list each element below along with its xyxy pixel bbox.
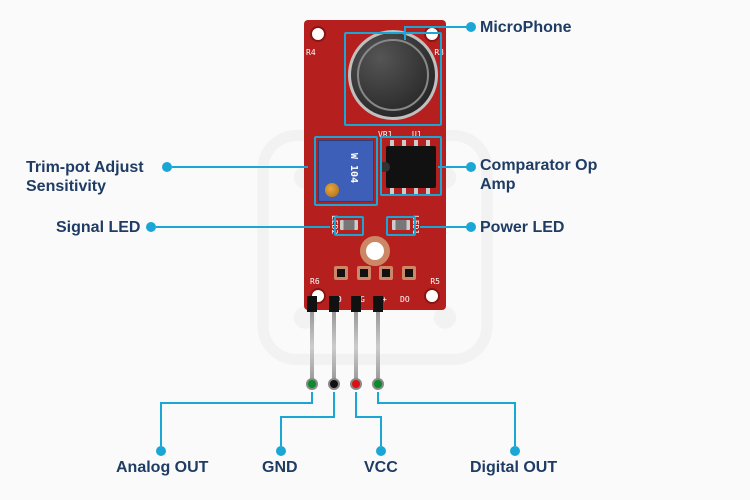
leader-line xyxy=(420,226,467,228)
label-trimpot: Trim-pot Adjust Sensitivity xyxy=(26,158,144,196)
leader-line xyxy=(160,402,162,446)
silk-vr1: VR1 xyxy=(378,130,392,139)
mount-hole xyxy=(424,26,440,42)
label-comparator: Comparator Op Amp xyxy=(480,156,597,194)
leader-line xyxy=(160,402,311,404)
leader-line xyxy=(355,392,357,418)
trimpot-screw xyxy=(325,183,339,197)
pcb: W 104 R4 R3 VR1 U1 LED2 LED1 R6 R5 xyxy=(304,20,446,310)
leader-line xyxy=(404,26,467,28)
leader-dot xyxy=(162,162,172,172)
leader-line xyxy=(404,26,406,40)
leader-line xyxy=(380,416,382,446)
leader-dot xyxy=(466,222,476,232)
silk-led1: LED1 xyxy=(411,215,420,234)
leader-line xyxy=(280,416,282,446)
label-power-led: Power LED xyxy=(480,218,564,237)
label-signal-led: Signal LED xyxy=(56,218,140,237)
mount-hole xyxy=(310,26,326,42)
leader-line xyxy=(311,392,313,404)
leader-dot xyxy=(146,222,156,232)
silk-u1: U1 xyxy=(412,130,422,139)
leader-line xyxy=(172,166,308,168)
pin-header xyxy=(334,266,416,282)
label-vcc: VCC xyxy=(364,458,398,477)
signal-led-component xyxy=(340,220,358,230)
leader-line xyxy=(156,226,330,228)
mount-hole xyxy=(424,288,440,304)
sound-sensor-module: W 104 R4 R3 VR1 U1 LED2 LED1 R6 R5 xyxy=(274,20,476,360)
leader-dot xyxy=(510,446,520,456)
label-gnd: GND xyxy=(262,458,298,477)
silk-led2: LED2 xyxy=(330,215,339,234)
leader-line xyxy=(514,402,516,446)
leader-line xyxy=(333,392,335,418)
pin-legs xyxy=(305,296,385,416)
label-analog-out: Analog OUT xyxy=(116,458,208,477)
microphone-component xyxy=(348,30,438,120)
leader-line xyxy=(438,166,467,168)
leader-line xyxy=(355,416,382,418)
label-microphone: MicroPhone xyxy=(480,18,572,37)
silk-r6: R6 xyxy=(310,277,320,286)
leader-dot xyxy=(156,446,166,456)
silk-r4: R4 xyxy=(306,48,316,57)
leader-dot xyxy=(466,162,476,172)
silk-do: DO xyxy=(400,295,410,304)
opamp-component xyxy=(386,146,436,188)
pcb-hole xyxy=(360,236,390,266)
trimpot-marking: W 104 xyxy=(347,153,359,183)
silk-r5: R5 xyxy=(430,277,440,286)
leader-dot xyxy=(466,22,476,32)
power-led-component xyxy=(392,220,410,230)
leader-line xyxy=(280,416,333,418)
label-digital-out: Digital OUT xyxy=(470,458,557,477)
leader-line xyxy=(377,402,516,404)
leader-dot xyxy=(276,446,286,456)
diagram-container: W 104 R4 R3 VR1 U1 LED2 LED1 R6 R5 xyxy=(0,0,750,500)
leader-line xyxy=(377,392,379,404)
leader-dot xyxy=(376,446,386,456)
silk-r3: R3 xyxy=(434,48,444,57)
trimpot-component: W 104 xyxy=(318,140,374,202)
